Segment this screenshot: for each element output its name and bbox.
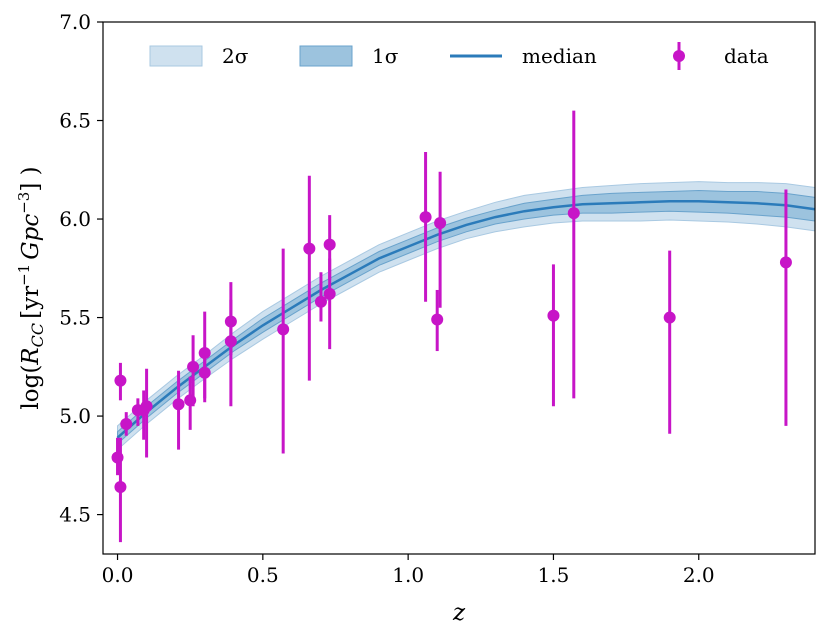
data-marker [431,313,444,326]
y-tick-label: 4.5 [59,503,91,527]
data-marker [567,207,580,220]
data-marker [224,335,237,348]
data-marker [172,398,185,411]
y-axis-label: log(RCC[yr−1Gpc−3] ) [15,166,47,409]
data-point [303,175,316,381]
data-marker [434,216,447,229]
data-marker [663,311,676,324]
data-point [114,437,127,543]
data-marker [187,360,200,373]
data-point [323,258,336,350]
legend-swatch-2sigma [149,45,203,67]
x-tick-label: 0.5 [247,563,279,587]
data-point [547,264,560,407]
one-sigma-band [117,189,815,445]
data-points [111,110,792,543]
legend: 2σ 1σ median data [149,42,769,70]
data-marker [114,374,127,387]
data-point [187,335,200,407]
legend-label-1sigma: 1σ [372,44,399,68]
x-axis-ticks: 0.0 0.5 1.0 1.5 2.0 [102,554,715,587]
data-point [663,250,676,434]
data-marker [419,211,432,224]
plot-area [111,110,815,543]
data-point [172,370,185,450]
legend-label-2sigma: 2σ [222,44,249,68]
data-marker [120,417,133,430]
y-tick-label: 6.0 [59,207,91,231]
axes-frame [102,21,816,555]
data-point [224,299,237,407]
data-marker [198,347,211,360]
data-point [567,110,580,399]
x-tick-label: 0.0 [102,563,134,587]
data-point [277,248,290,454]
data-point [114,362,127,401]
data-marker [277,323,290,336]
data-marker [140,400,153,413]
data-marker [547,309,560,322]
data-marker [314,295,327,308]
data-point [314,272,327,322]
data-marker [323,238,336,251]
data-point [140,368,153,458]
y-tick-label: 5.5 [59,306,91,330]
data-point [434,171,447,308]
legend-label-data: data [724,44,769,68]
legend-swatch-data-marker [673,50,685,62]
data-marker [114,481,127,494]
legend-swatch-1sigma [299,45,353,67]
legend-label-median: median [522,44,597,68]
y-tick-label: 5.0 [59,404,91,428]
x-axis-label: z [452,600,466,626]
data-marker [779,256,792,269]
x-tick-label: 2.0 [683,563,715,587]
data-point [419,152,432,302]
data-marker [303,242,316,255]
data-point [779,189,792,426]
x-tick-label: 1.5 [538,563,570,587]
data-point [120,412,133,436]
x-tick-label: 1.0 [392,563,424,587]
y-axis-ticks: 4.5 5.0 5.5 6.0 6.5 7.0 [59,10,103,527]
y-tick-label: 6.5 [59,109,91,133]
y-tick-label: 7.0 [59,10,91,34]
data-marker [323,287,336,300]
data-point [198,311,211,403]
data-point [431,289,444,352]
